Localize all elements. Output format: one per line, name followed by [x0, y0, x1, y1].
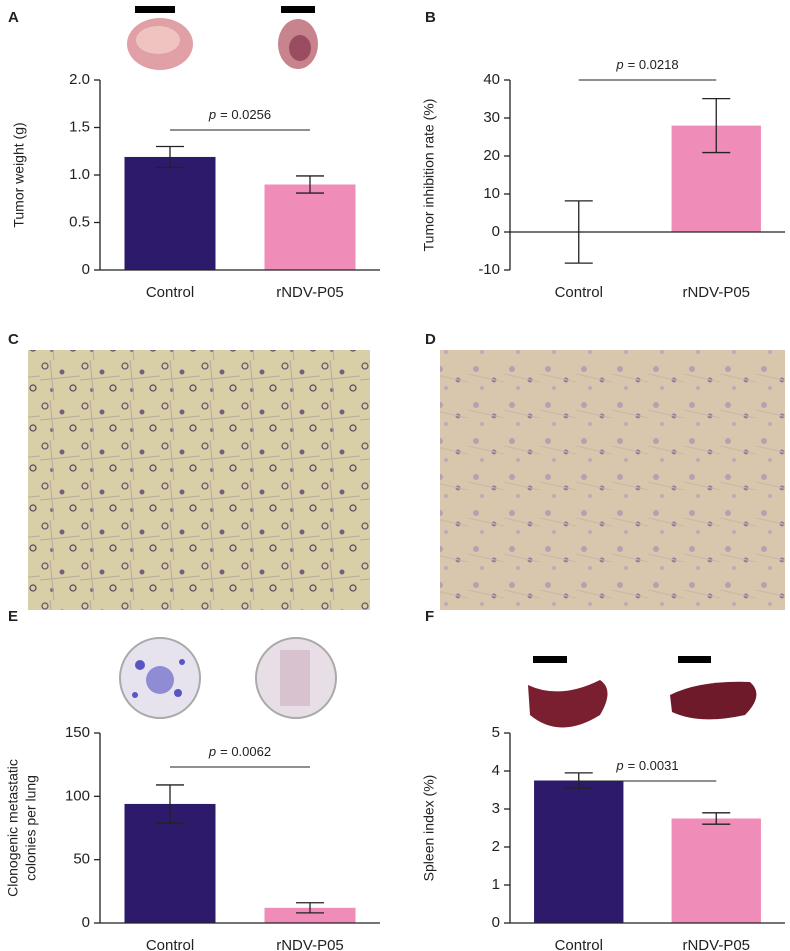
panel-letter: C — [8, 331, 19, 348]
x-tick-label: rNDV-P05 — [276, 284, 344, 301]
panel-letter: E — [8, 608, 18, 625]
dish-photos — [119, 637, 337, 719]
bar — [124, 803, 216, 923]
bar — [124, 156, 216, 270]
y-tick-label: 100 — [65, 787, 90, 804]
p-value: = 0.0031 — [628, 758, 679, 773]
y-tick-label: 0 — [82, 914, 90, 931]
tumor-photos — [127, 6, 318, 70]
p-symbol: p — [615, 758, 623, 773]
significance-label: p = 0.0031 — [615, 758, 678, 773]
y-tick-label: 30 — [483, 109, 500, 126]
y-axis-label: Tumor weight (g) — [11, 122, 27, 227]
y-tick-label: 40 — [483, 71, 500, 88]
p-value: = 0.0062 — [220, 744, 271, 759]
error-bar — [156, 784, 184, 824]
y-tick-label: 2.0 — [69, 71, 90, 88]
p-symbol: p — [615, 57, 623, 72]
y-axis-label: Spleen index (%) — [421, 775, 437, 882]
x-tick-label: Control — [146, 937, 194, 951]
spleen-photos — [528, 656, 757, 728]
error-bar — [702, 97, 731, 154]
p-value: = 0.0256 — [220, 107, 271, 122]
micrograph — [28, 350, 370, 610]
y-tick-label: 5 — [492, 724, 500, 741]
y-tick-label: 150 — [65, 724, 90, 741]
bar — [264, 184, 356, 270]
y-tick-label: 0 — [492, 223, 500, 240]
y-tick-label: 20 — [483, 147, 500, 164]
panel-letter: F — [425, 608, 434, 625]
significance-label: p = 0.0256 — [208, 107, 271, 122]
y-axis-label: colonies per lung — [23, 775, 39, 881]
error-bar — [296, 175, 324, 194]
error-bar — [156, 145, 184, 169]
panel-letter: D — [425, 331, 436, 348]
p-symbol: p — [208, 107, 216, 122]
panel-letter: B — [425, 9, 436, 26]
y-tick-label: 0 — [492, 914, 500, 931]
y-tick-label: 0 — [82, 261, 90, 278]
y-tick-label: 3 — [492, 800, 500, 817]
y-axis-label: Clonogenic metastatic — [5, 759, 21, 897]
y-axis-label: Tumor inhibition rate (%) — [421, 99, 437, 252]
significance-label: p = 0.0218 — [615, 57, 678, 72]
y-tick-label: 50 — [73, 851, 90, 868]
panel-letter: A — [8, 9, 19, 26]
y-tick-label: 2 — [492, 838, 500, 855]
significance-label: p = 0.0062 — [208, 744, 271, 759]
y-tick-label: 1.0 — [69, 166, 90, 183]
x-tick-label: rNDV-P05 — [682, 284, 750, 301]
p-symbol: p — [208, 744, 216, 759]
x-tick-label: rNDV-P05 — [276, 937, 344, 951]
y-tick-label: 1 — [492, 876, 500, 893]
y-tick-label: 1.5 — [69, 118, 90, 135]
y-tick-label: 10 — [483, 185, 500, 202]
bar — [671, 818, 761, 923]
x-tick-label: Control — [555, 284, 603, 301]
error-bar — [702, 812, 731, 825]
y-tick-label: 4 — [492, 762, 500, 779]
bar — [534, 780, 624, 923]
x-tick-label: Control — [146, 284, 194, 301]
y-tick-label: 0.5 — [69, 213, 90, 230]
error-bar — [296, 902, 324, 914]
y-tick-label: -10 — [478, 261, 500, 278]
bar — [264, 907, 356, 923]
micrograph — [440, 350, 785, 610]
x-tick-label: Control — [555, 937, 603, 951]
x-tick-label: rNDV-P05 — [682, 937, 750, 951]
p-value: = 0.0218 — [628, 57, 679, 72]
